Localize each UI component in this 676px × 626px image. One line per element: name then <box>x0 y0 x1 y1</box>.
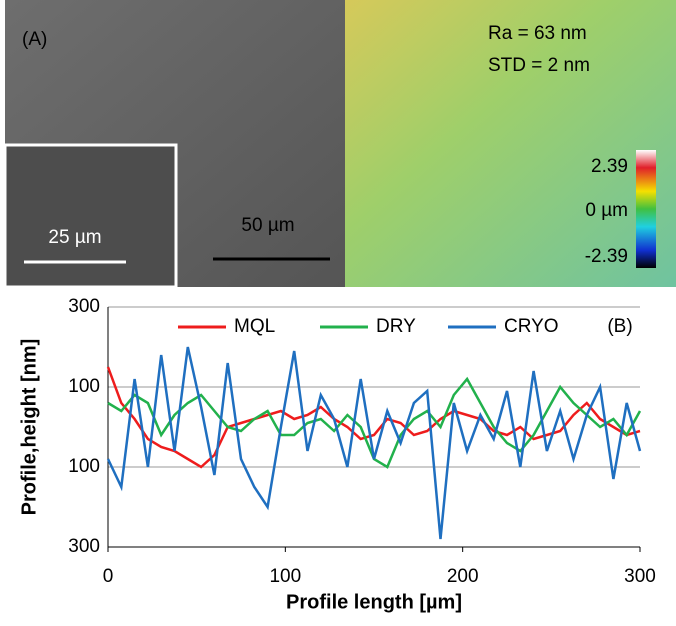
colorbar <box>636 150 656 268</box>
legend-label: MQL <box>234 316 275 337</box>
colorbar-label: 2.39 <box>591 156 628 177</box>
scale-label: 50 µm <box>241 215 294 236</box>
panel-label: (A) <box>22 29 47 50</box>
x-axis-title: Profile length [µm] <box>286 591 462 613</box>
legend-label: CRYO <box>504 316 559 337</box>
data-line <box>106 366 641 469</box>
x-tick-label: 0 <box>103 566 114 587</box>
x-tick-label: 300 <box>624 566 656 587</box>
y-tick-label: 300 <box>68 536 100 557</box>
panel-label: (B) <box>607 316 632 337</box>
colorbar-label: 0 µm <box>585 200 628 221</box>
colorbar-label: -2.39 <box>585 246 628 267</box>
data-line <box>106 346 642 540</box>
y-axis-title: Profile,height [nm] <box>18 339 40 516</box>
x-tick-label: 100 <box>269 566 301 587</box>
inset-image <box>3 143 178 289</box>
topography-image <box>345 0 676 287</box>
roughness-label: Ra = 63 nm <box>488 23 587 44</box>
scale-label: 25 µm <box>48 227 101 248</box>
y-tick-label: 100 <box>68 376 100 397</box>
y-tick-label: 300 <box>68 296 100 317</box>
x-tick-label: 200 <box>447 566 479 587</box>
y-tick-label: 100 <box>68 456 100 477</box>
legend-label: DRY <box>376 316 416 337</box>
std-label: STD = 2 nm <box>488 55 590 76</box>
